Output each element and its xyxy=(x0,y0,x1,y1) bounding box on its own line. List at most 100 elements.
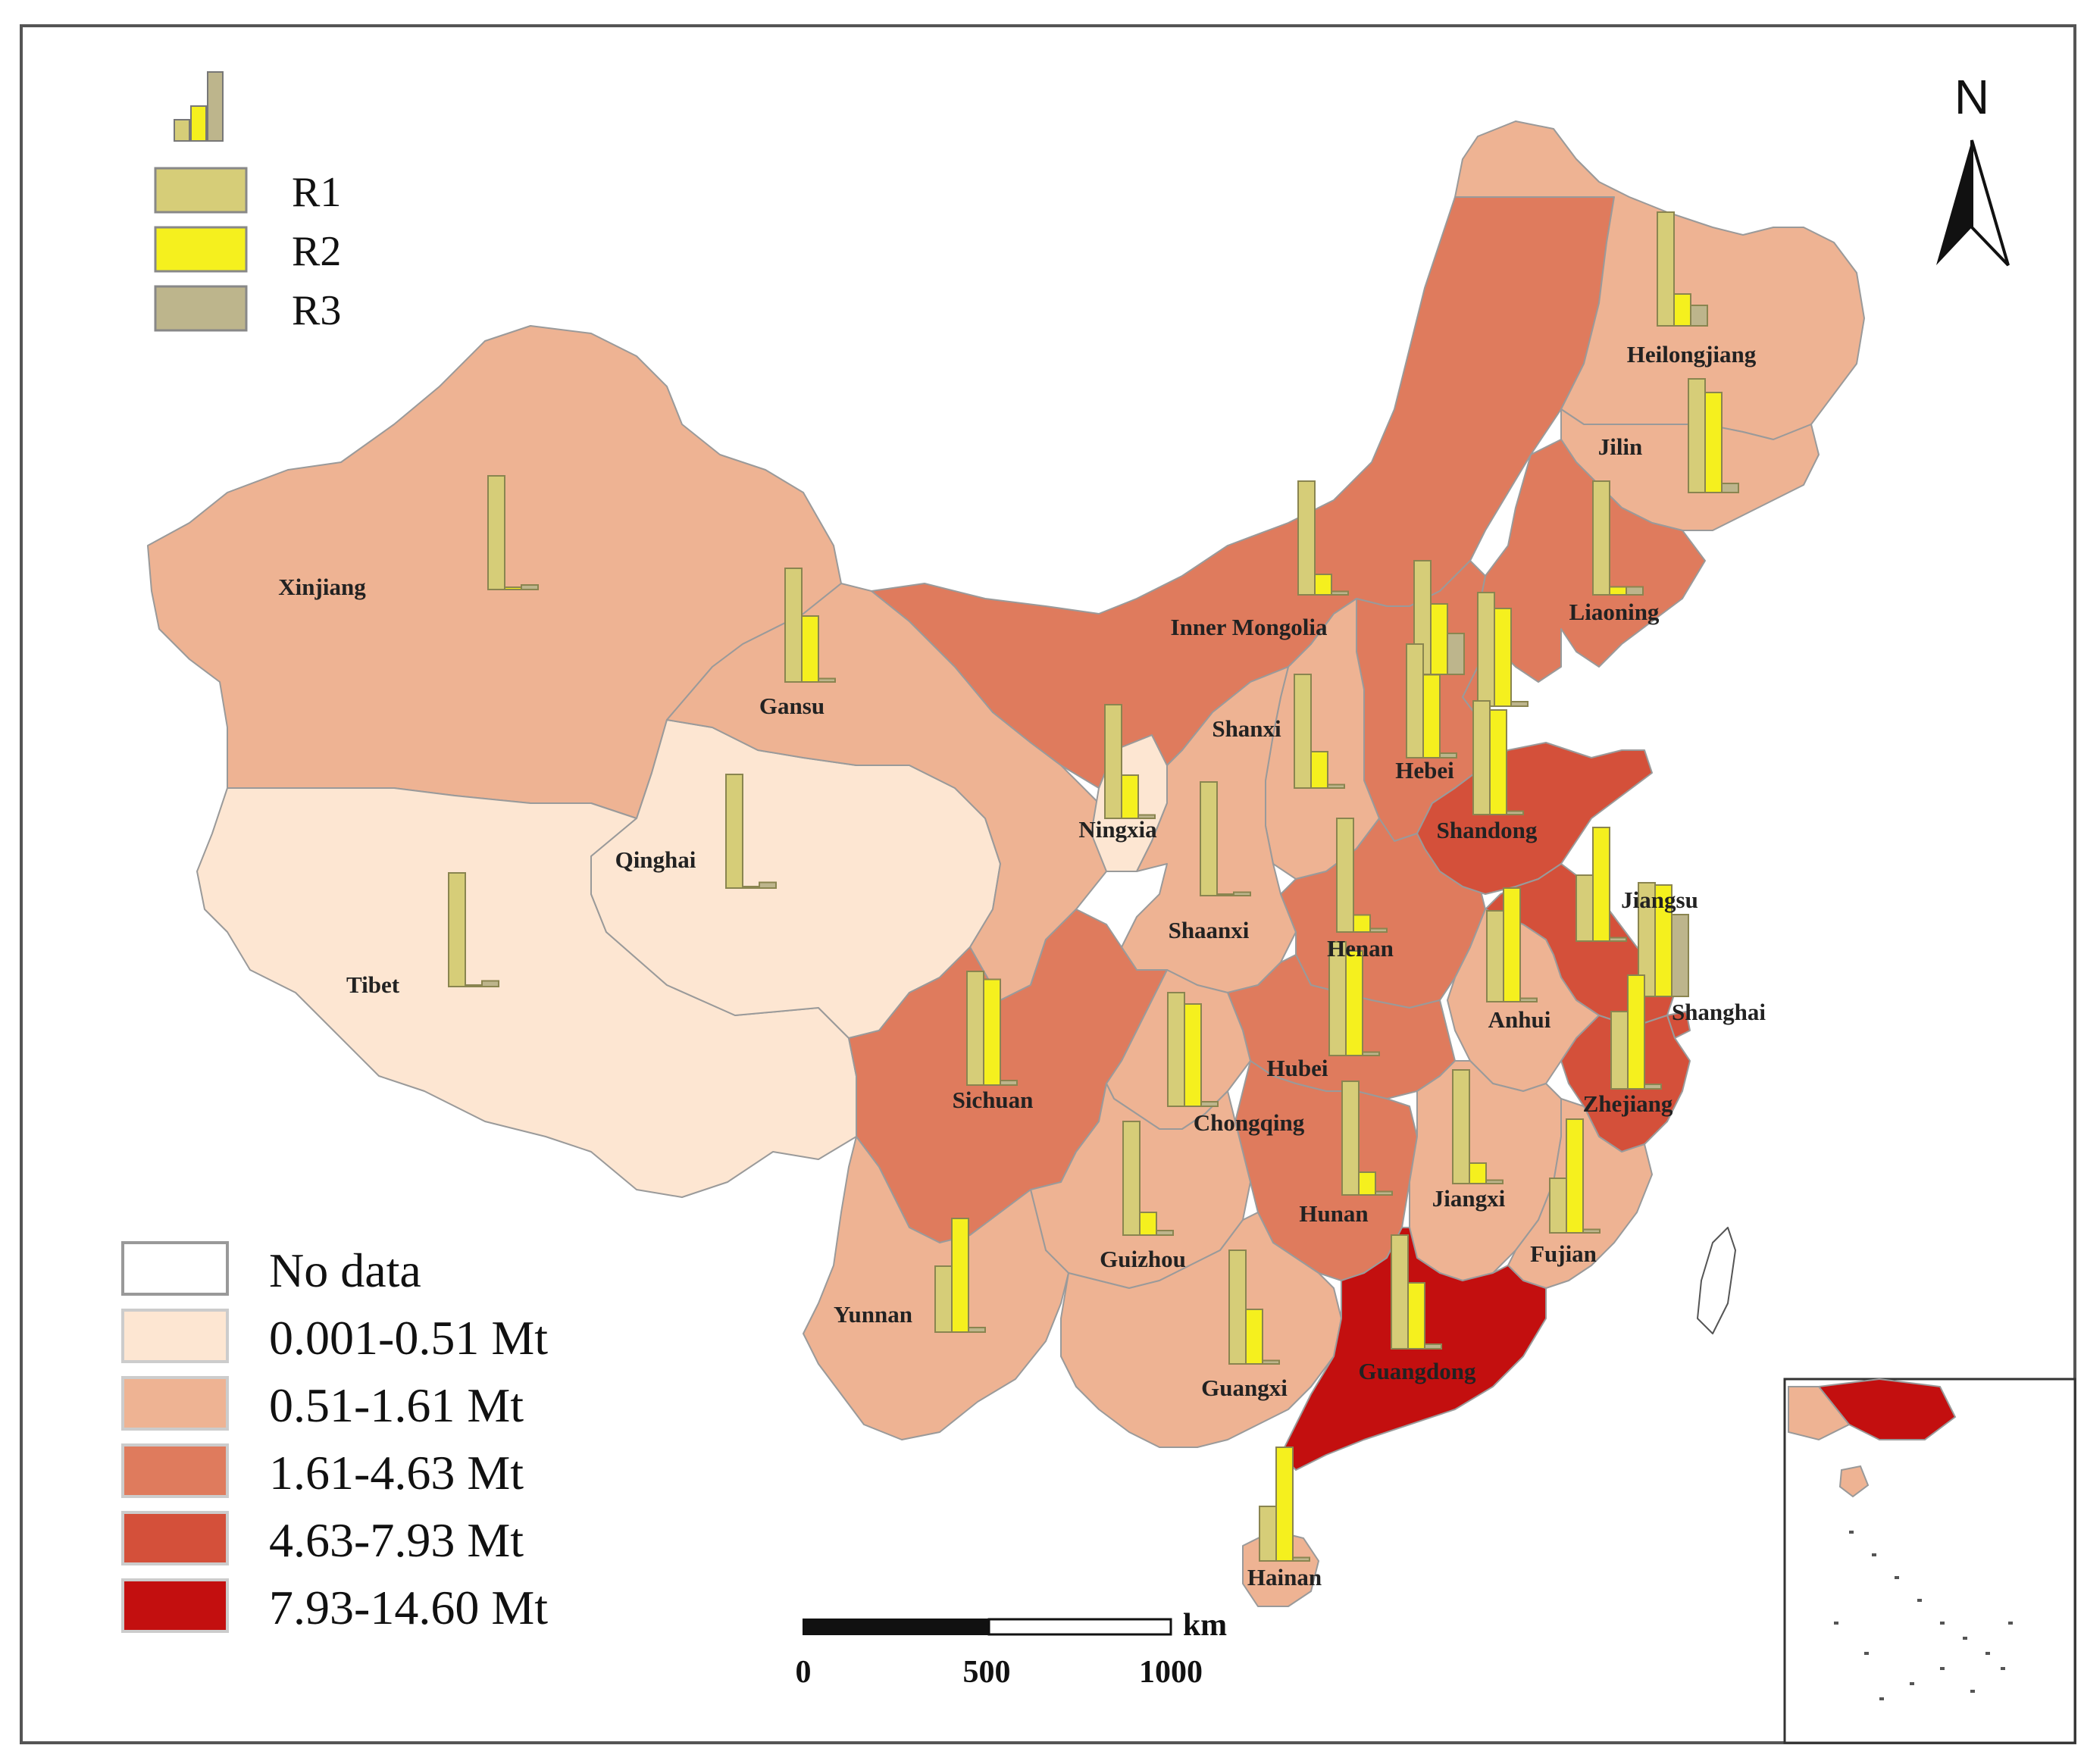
label-sichuan: Sichuan xyxy=(953,1087,1034,1113)
bar-group-jilin xyxy=(1688,378,1739,493)
north-label: N xyxy=(1954,70,1989,124)
bar-ningxia-r2 xyxy=(1121,774,1139,819)
legend-label-3: 1.61-4.63 Mt xyxy=(269,1446,524,1500)
bar-sichuan-r1 xyxy=(966,971,984,1086)
scale-tick-0: 0 xyxy=(796,1655,812,1690)
bar-group-tianjin xyxy=(1477,592,1529,707)
label-fujian: Fujian xyxy=(1530,1240,1597,1267)
bar-hainan-r3 xyxy=(1292,1556,1310,1562)
label-inner-mongolia: Inner Mongolia xyxy=(1171,614,1328,640)
bar-legend-swatch-r2 xyxy=(154,226,248,273)
bar-heilongjiang-r1 xyxy=(1657,211,1675,327)
bar-jilin-r1 xyxy=(1688,378,1706,493)
bar-group-hainan xyxy=(1259,1447,1310,1562)
bar-heilongjiang-r3 xyxy=(1690,305,1708,327)
legend-swatch-3 xyxy=(121,1443,229,1498)
label-henan: Henan xyxy=(1327,935,1394,962)
bar-group-heilongjiang xyxy=(1657,211,1708,327)
inset-south-shape xyxy=(1788,1386,1851,1441)
bar-yunnan-r3 xyxy=(968,1327,986,1333)
inset-island-0 xyxy=(1849,1531,1854,1534)
label-hainan: Hainan xyxy=(1247,1564,1322,1590)
bar-group-gansu xyxy=(784,568,836,683)
bar-group-shanghai xyxy=(1638,882,1689,997)
bar-group-jiangsu xyxy=(1576,827,1627,942)
inset-island-2 xyxy=(1895,1576,1899,1579)
bar-shandong-r2 xyxy=(1489,709,1507,815)
bar-group-hebei xyxy=(1406,643,1457,758)
bar-legend-swatch-r3 xyxy=(154,285,248,332)
bar-chongqing-r3 xyxy=(1200,1101,1219,1107)
label-anhui: Anhui xyxy=(1488,1006,1551,1033)
bar-guangxi-r3 xyxy=(1262,1359,1280,1365)
bar-inner-mongolia-r1 xyxy=(1297,480,1316,596)
scale-tick-1000: 1000 xyxy=(1139,1655,1203,1690)
label-shandong: Shandong xyxy=(1437,817,1538,843)
bar-legend-icon-r1 xyxy=(174,119,190,142)
label-shanxi: Shanxi xyxy=(1212,715,1281,742)
inset-hainan-shape xyxy=(1838,1465,1870,1498)
bar-liaoning-r3 xyxy=(1626,586,1644,596)
bar-guangxi-r2 xyxy=(1245,1309,1263,1365)
bar-gansu-r3 xyxy=(818,677,836,683)
bar-inner-mongolia-r2 xyxy=(1314,574,1332,596)
bar-guangdong-r2 xyxy=(1407,1282,1425,1350)
bar-group-hubei xyxy=(1328,941,1380,1056)
bar-shandong-r1 xyxy=(1472,700,1491,815)
bar-shanghai-r3 xyxy=(1671,914,1689,997)
bar-guangdong-r3 xyxy=(1424,1343,1442,1350)
bar-qinghai-r3 xyxy=(759,881,777,889)
bar-legend-icon-r3 xyxy=(207,71,224,142)
legend-swatch-5 xyxy=(121,1578,229,1633)
bar-hubei-r3 xyxy=(1362,1051,1380,1056)
bar-fujian-r2 xyxy=(1566,1118,1584,1234)
bar-shaanxi-r3 xyxy=(1233,891,1251,896)
bar-zhejiang-r1 xyxy=(1610,1011,1629,1090)
bar-legend: R1 R2 R3 xyxy=(154,71,341,334)
bar-sichuan-r3 xyxy=(1000,1080,1018,1086)
legend-label-0: No data xyxy=(269,1243,421,1297)
bar-hunan-r1 xyxy=(1341,1081,1360,1196)
inset-island-7 xyxy=(2008,1622,2013,1625)
inset-island-8 xyxy=(1940,1667,1945,1670)
inset-island-11 xyxy=(1970,1690,1975,1693)
label-guizhou: Guizhou xyxy=(1100,1246,1186,1272)
bar-group-hunan xyxy=(1341,1081,1393,1196)
inset-island-3 xyxy=(1917,1599,1922,1602)
bar-group-henan xyxy=(1336,818,1388,933)
bar-jilin-r2 xyxy=(1704,392,1723,493)
legend-label-5: 7.93-14.60 Mt xyxy=(269,1581,548,1634)
bar-xinjiang-r1 xyxy=(487,475,505,590)
bar-xinjiang-r2 xyxy=(504,586,522,590)
bar-inner-mongolia-r3 xyxy=(1331,590,1349,596)
north-arrow: N xyxy=(1936,70,2010,267)
label-tibet: Tibet xyxy=(346,971,400,998)
bar-guangdong-r1 xyxy=(1391,1234,1409,1350)
bar-gansu-r1 xyxy=(784,568,803,683)
bar-chongqing-r2 xyxy=(1184,1003,1202,1107)
bar-hebei-r3 xyxy=(1439,752,1457,758)
bar-tibet-r3 xyxy=(481,980,499,987)
bar-group-zhejiang xyxy=(1610,974,1662,1090)
bar-tianjin-r2 xyxy=(1494,608,1512,707)
bar-hebei-r2 xyxy=(1422,674,1441,758)
bar-jiangsu-r2 xyxy=(1592,827,1610,942)
label-zhejiang: Zhejiang xyxy=(1583,1090,1673,1117)
bar-hubei-r2 xyxy=(1345,950,1363,1056)
bar-group-shanxi xyxy=(1294,674,1345,789)
bar-group-fujian xyxy=(1549,1118,1601,1234)
label-qinghai: Qinghai xyxy=(615,846,696,873)
inset-island-14 xyxy=(1864,1652,1869,1655)
bar-guizhou-r3 xyxy=(1156,1230,1174,1236)
province-tibet[interactable] xyxy=(196,787,857,1198)
bar-hunan-r2 xyxy=(1358,1171,1376,1196)
bar-fujian-r1 xyxy=(1549,1178,1567,1234)
bar-group-shandong xyxy=(1472,700,1524,815)
label-hebei: Hebei xyxy=(1395,757,1454,783)
bar-qinghai-r2 xyxy=(742,886,760,889)
label-ningxia: Ningxia xyxy=(1078,816,1157,843)
inset-island-5 xyxy=(1963,1637,1967,1640)
bar-tianjin-r3 xyxy=(1510,701,1529,707)
legend-label-4: 4.63-7.93 Mt xyxy=(269,1513,524,1567)
label-yunnan: Yunnan xyxy=(834,1301,912,1328)
